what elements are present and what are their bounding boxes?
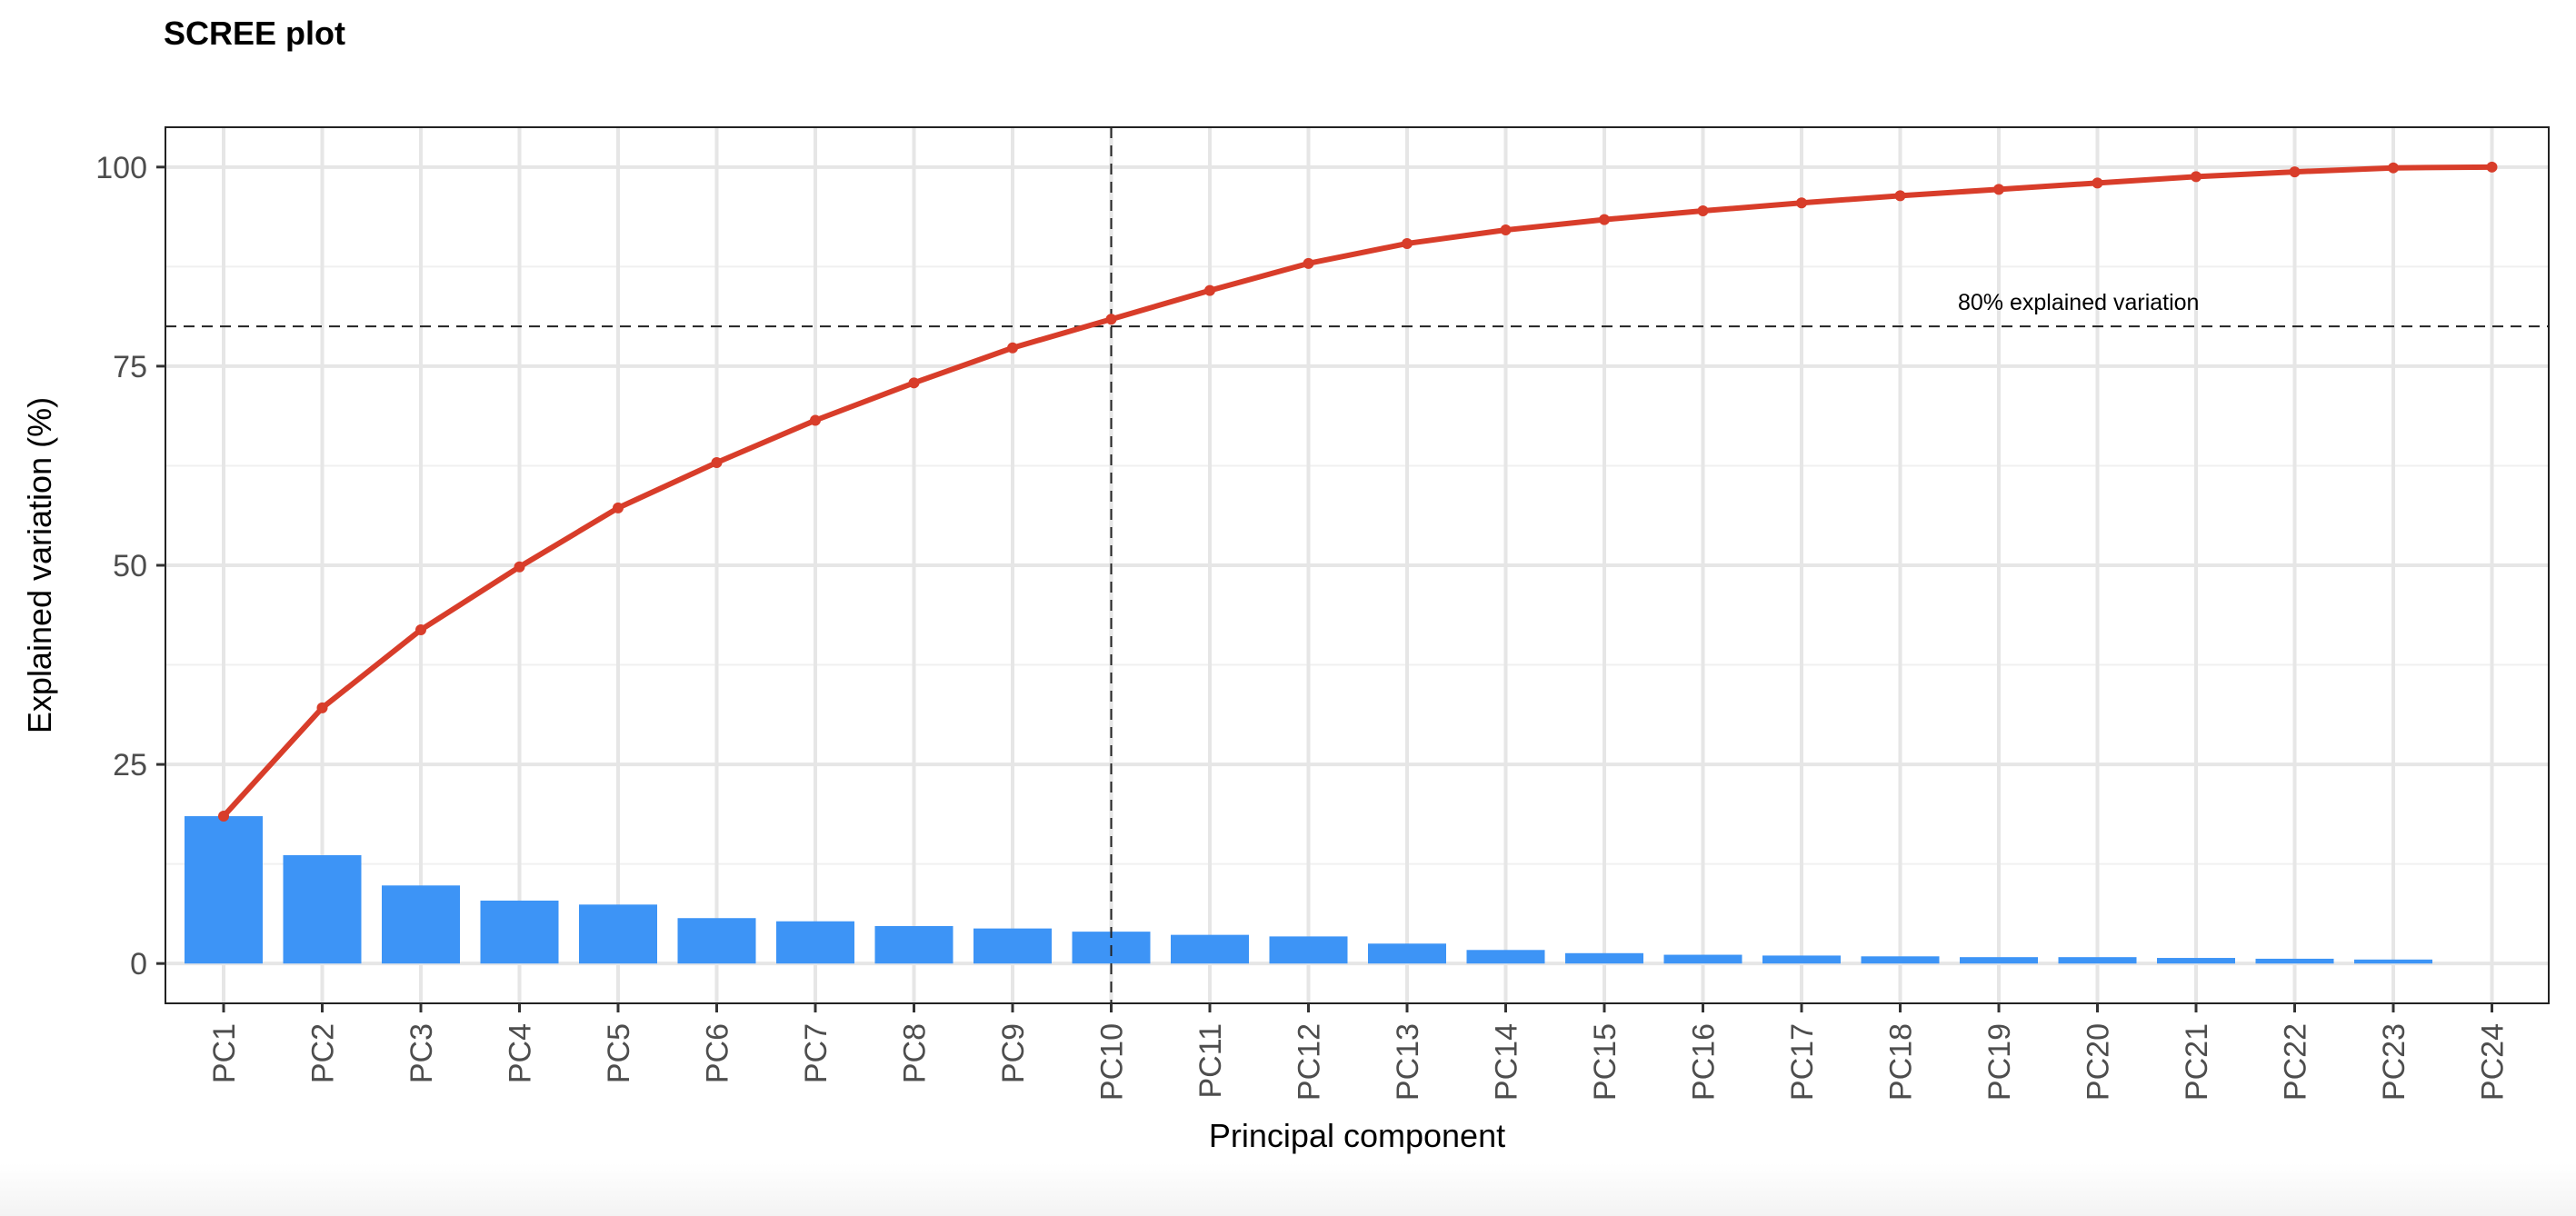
bar-PC12 xyxy=(1269,936,1348,964)
y-tick-label: 50 xyxy=(113,549,147,583)
x-tick-label-PC18: PC18 xyxy=(1884,1023,1919,1101)
point-PC13 xyxy=(1402,237,1413,249)
y-tick-label: 100 xyxy=(95,151,147,185)
point-PC17 xyxy=(1796,197,1807,209)
bar-PC17 xyxy=(1762,955,1841,964)
y-axis: 0 25 50 75 100 xyxy=(95,151,165,982)
point-PC2 xyxy=(316,702,328,713)
bar-PC22 xyxy=(2255,958,2334,964)
x-tick-label-PC8: PC8 xyxy=(898,1023,933,1083)
point-PC23 xyxy=(2388,162,2399,174)
bar-PC23 xyxy=(2354,959,2432,964)
point-PC1 xyxy=(218,811,229,822)
bar-PC2 xyxy=(283,854,362,964)
point-PC15 xyxy=(1599,214,1610,225)
point-PC18 xyxy=(1894,190,1906,202)
point-PC7 xyxy=(810,414,821,426)
x-tick-label-PC7: PC7 xyxy=(799,1023,834,1083)
grid-minor xyxy=(165,265,2549,865)
y-tick-label: 75 xyxy=(113,350,147,384)
point-PC22 xyxy=(2289,166,2301,178)
point-PC8 xyxy=(908,377,920,389)
x-tick-label-PC24: PC24 xyxy=(2476,1023,2511,1101)
point-PC16 xyxy=(1697,205,1709,217)
x-tick-label-PC23: PC23 xyxy=(2377,1023,2411,1101)
point-PC6 xyxy=(711,456,723,468)
x-tick-label-PC2: PC2 xyxy=(306,1023,341,1083)
x-tick-label-PC16: PC16 xyxy=(1687,1023,1722,1101)
bar-PC3 xyxy=(382,885,460,964)
bar-PC14 xyxy=(1466,950,1545,964)
x-tick-label-PC14: PC14 xyxy=(1490,1023,1524,1101)
bar-PC16 xyxy=(1663,954,1742,964)
point-PC10 xyxy=(1105,314,1117,325)
x-tick-label-PC17: PC17 xyxy=(1785,1023,1820,1101)
bar-PC8 xyxy=(874,925,954,964)
y-tick-label: 25 xyxy=(113,748,147,782)
x-tick-label-PC5: PC5 xyxy=(602,1023,636,1083)
bar-PC15 xyxy=(1565,952,1643,964)
y-axis-title: Explained variation (%) xyxy=(21,397,58,733)
x-tick-label-PC4: PC4 xyxy=(504,1023,538,1083)
bar-PC6 xyxy=(677,918,756,964)
point-PC9 xyxy=(1007,342,1018,354)
x-tick-label-PC11: PC11 xyxy=(1193,1023,1228,1099)
point-PC20 xyxy=(2092,177,2103,189)
bars-layer xyxy=(185,816,2432,964)
point-PC24 xyxy=(2486,161,2498,173)
cumulative-line-layer xyxy=(218,161,2498,822)
x-tick-label-PC13: PC13 xyxy=(1391,1023,1425,1101)
point-PC4 xyxy=(514,561,525,573)
point-PC14 xyxy=(1500,224,1512,236)
reference-lines xyxy=(165,127,2549,1003)
hline-label: 80% explained variation xyxy=(1958,290,2199,315)
x-tick-label-PC6: PC6 xyxy=(701,1023,735,1083)
x-tick-label-PC21: PC21 xyxy=(2180,1023,2214,1101)
bar-PC7 xyxy=(776,921,854,964)
x-tick-label-PC1: PC1 xyxy=(207,1023,242,1083)
x-tick-label-PC10: PC10 xyxy=(1095,1023,1130,1101)
bar-PC9 xyxy=(973,928,1052,964)
cumulative-line xyxy=(221,164,2492,819)
bar-PC19 xyxy=(1960,957,2038,964)
point-PC12 xyxy=(1303,257,1314,269)
bar-PC21 xyxy=(2157,958,2235,964)
bottom-shade xyxy=(0,1163,2576,1216)
x-tick-label-PC19: PC19 xyxy=(1982,1023,2017,1101)
x-tick-label-PC20: PC20 xyxy=(2082,1023,2116,1101)
bar-PC13 xyxy=(1368,943,1446,964)
bar-PC11 xyxy=(1171,934,1249,964)
point-PC21 xyxy=(2191,171,2202,183)
chart-title: SCREE plot xyxy=(164,15,346,52)
point-PC11 xyxy=(1204,284,1215,296)
point-PC3 xyxy=(415,623,426,635)
x-axis: PC1 PC2 PC3 PC4 PC5 PC6 PC7 PC8 PC9 PC10 PC11 PC12 P… xyxy=(207,1003,2511,1101)
point-PC5 xyxy=(613,502,624,513)
x-tick-label-PC12: PC12 xyxy=(1293,1023,1327,1101)
point-PC19 xyxy=(1993,184,2004,195)
bar-PC1 xyxy=(185,816,263,964)
bar-PC20 xyxy=(2058,957,2137,964)
x-tick-label-PC15: PC15 xyxy=(1588,1023,1622,1101)
bar-PC5 xyxy=(579,904,657,964)
x-axis-title: Principal component xyxy=(1209,1117,1505,1154)
bar-PC18 xyxy=(1861,956,1940,964)
x-tick-label-PC9: PC9 xyxy=(996,1023,1031,1083)
x-tick-label-PC3: PC3 xyxy=(404,1023,439,1083)
x-tick-label-PC22: PC22 xyxy=(2279,1023,2313,1101)
bar-PC4 xyxy=(480,900,559,964)
y-tick-label: 0 xyxy=(130,947,147,982)
